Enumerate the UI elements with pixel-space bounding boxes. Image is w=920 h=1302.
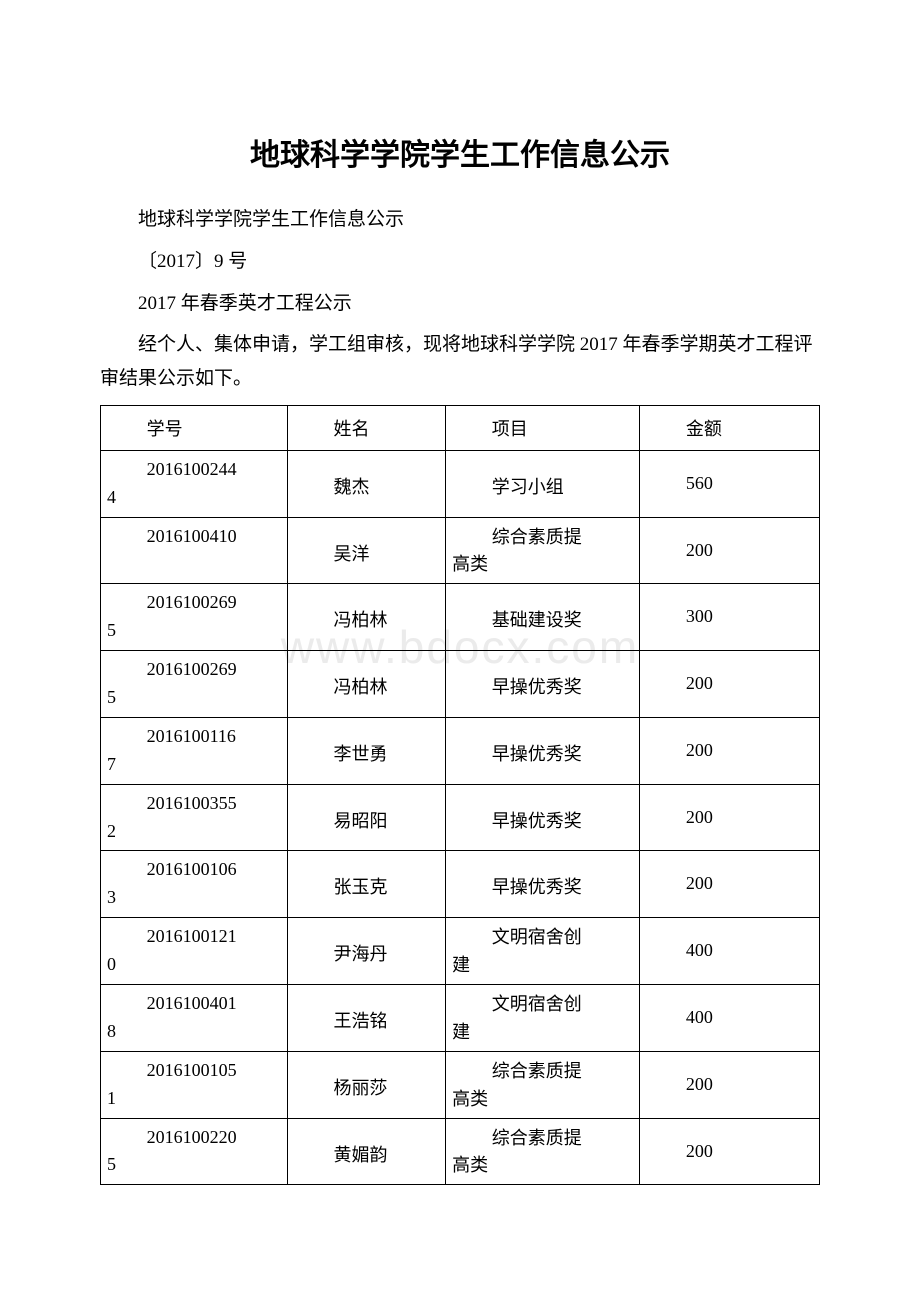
- amount-value: 200: [640, 718, 819, 775]
- student-id-bottom: 7: [107, 751, 281, 779]
- student-name: 冯柏林: [288, 651, 445, 713]
- student-id-bottom: 3: [107, 884, 281, 912]
- project-name: 学习小组: [446, 451, 639, 513]
- amount-value: 560: [640, 451, 819, 508]
- amount-value: 200: [640, 1052, 819, 1109]
- table-row: 20161002444魏杰学习小组560: [101, 450, 820, 517]
- table-row: 20161004018王浩铭文明宿舍创建400: [101, 985, 820, 1052]
- student-name: 吴洋: [288, 518, 445, 580]
- student-id-bottom: 2: [107, 818, 281, 846]
- student-id-bottom: 0: [107, 951, 281, 979]
- student-id-bottom: 5: [107, 1151, 281, 1179]
- project-name: 早操优秀奖: [446, 785, 639, 847]
- student-id-top: 2016100410: [107, 523, 281, 551]
- student-id-bottom: 5: [107, 684, 281, 712]
- project-name-line1: 文明宿舍创: [452, 991, 633, 1019]
- student-id-top: 2016100269: [107, 589, 281, 617]
- announcement-text: 2017 年春季英才工程公示: [100, 286, 820, 322]
- table-row: 20161001167李世勇早操优秀奖200: [101, 717, 820, 784]
- project-name-line2: 高类: [452, 1152, 633, 1180]
- student-id-top: 2016100355: [107, 790, 281, 818]
- amount-value: 200: [640, 851, 819, 908]
- project-name-line1: 综合素质提: [452, 1058, 633, 1086]
- student-name: 王浩铭: [288, 985, 445, 1047]
- amount-value: 300: [640, 584, 819, 641]
- project-name-line2: 高类: [452, 1086, 633, 1114]
- student-id-top: 2016100105: [107, 1057, 281, 1085]
- amount-value: 200: [640, 785, 819, 842]
- student-name: 冯柏林: [288, 584, 445, 646]
- table-row: 20161003552易昭阳早操优秀奖200: [101, 784, 820, 851]
- student-id-bottom: 4: [107, 484, 281, 512]
- student-name: 张玉克: [288, 851, 445, 913]
- student-id-top: 2016100244: [107, 456, 281, 484]
- project-name-line2: 建: [452, 952, 633, 980]
- project-name-line1: 综合素质提: [452, 524, 633, 552]
- header-id: 学号: [101, 406, 287, 450]
- student-id-bottom: 8: [107, 1018, 281, 1046]
- student-name: 易昭阳: [288, 785, 445, 847]
- student-id-top: 2016100121: [107, 923, 281, 951]
- project-name-line2: 高类: [452, 551, 633, 579]
- student-id-bottom: 1: [107, 1085, 281, 1113]
- table-row: 20161002695冯柏林基础建设奖300: [101, 584, 820, 651]
- amount-value: 200: [640, 518, 819, 575]
- data-table: 学号 姓名 项目 金额 20161002444魏杰学习小组56020161004…: [100, 405, 820, 1186]
- amount-value: 400: [640, 918, 819, 975]
- student-id-top: 2016100401: [107, 990, 281, 1018]
- table-row: 20161001051杨丽莎综合素质提高类200: [101, 1051, 820, 1118]
- project-name-line1: 文明宿舍创: [452, 924, 633, 952]
- project-name-line2: 建: [452, 1019, 633, 1047]
- subtitle-text: 地球科学学院学生工作信息公示: [100, 202, 820, 238]
- table-row: 2016100410 吴洋综合素质提高类200: [101, 517, 820, 584]
- student-id-top: 2016100220: [107, 1124, 281, 1152]
- student-name: 杨丽莎: [288, 1052, 445, 1114]
- table-row: 20161002695冯柏林早操优秀奖200: [101, 651, 820, 718]
- intro-paragraph: 经个人、集体申请，学工组审核，现将地球科学学院 2017 年春季学期英才工程评审…: [100, 328, 820, 395]
- doc-number-text: 〔2017〕9 号: [100, 244, 820, 280]
- table-row: 20161002205黄媚韵综合素质提高类200: [101, 1118, 820, 1185]
- page-title: 地球科学学院学生工作信息公示: [100, 130, 820, 174]
- table-header-row: 学号 姓名 项目 金额: [101, 405, 820, 450]
- student-name: 李世勇: [288, 718, 445, 780]
- header-project: 项目: [446, 406, 639, 450]
- document-content: 地球科学学院学生工作信息公示 地球科学学院学生工作信息公示 〔2017〕9 号 …: [100, 130, 820, 1185]
- student-id-top: 2016100116: [107, 723, 281, 751]
- table-row: 20161001210尹海丹文明宿舍创建400: [101, 918, 820, 985]
- amount-value: 200: [640, 1119, 819, 1176]
- table-row: 20161001063张玉克早操优秀奖200: [101, 851, 820, 918]
- student-name: 魏杰: [288, 451, 445, 513]
- project-name: 基础建设奖: [446, 584, 639, 646]
- project-name-line1: 综合素质提: [452, 1125, 633, 1153]
- amount-value: 400: [640, 985, 819, 1042]
- student-name: 尹海丹: [288, 918, 445, 980]
- project-name: 早操优秀奖: [446, 718, 639, 780]
- student-id-bottom: 5: [107, 617, 281, 645]
- student-id-top: 2016100106: [107, 856, 281, 884]
- project-name: 早操优秀奖: [446, 851, 639, 913]
- student-name: 黄媚韵: [288, 1119, 445, 1181]
- amount-value: 200: [640, 651, 819, 708]
- header-amount: 金额: [640, 406, 819, 450]
- student-id-top: 2016100269: [107, 656, 281, 684]
- header-name: 姓名: [288, 406, 445, 450]
- project-name: 早操优秀奖: [446, 651, 639, 713]
